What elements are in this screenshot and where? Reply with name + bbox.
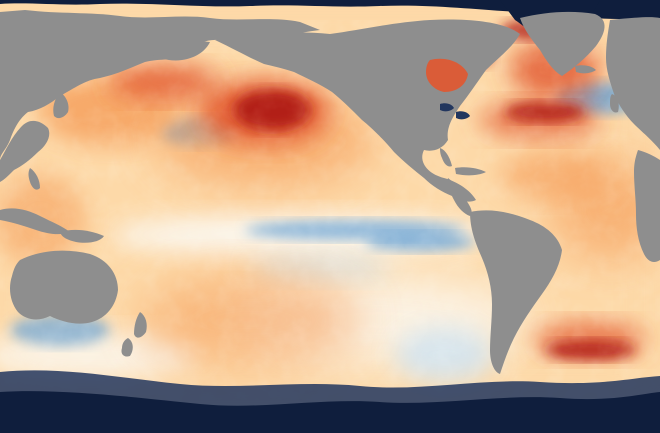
land-africa [634,150,660,262]
hudson-bay [426,58,468,92]
land-indonesia [0,208,70,235]
land-florida [440,148,452,167]
land-south-america [470,210,562,374]
great-lakes-east [456,111,470,120]
land-uk [610,94,619,113]
antarctic-ice [0,370,660,433]
land-iceland [575,65,596,74]
land-central-america [447,178,472,216]
land-caribbean [455,167,486,176]
land-australia [10,250,118,324]
land-philippines [28,168,40,190]
land-east-asia-coast [0,120,50,182]
land-new-zealand-south [121,338,133,357]
land-japan [53,92,69,119]
land-masses [0,10,660,374]
land-alaska [150,41,210,61]
land-greenland [520,11,605,77]
land-asia [0,10,320,160]
land-new-zealand [134,312,147,338]
land-new-guinea [60,229,104,243]
land-europe [606,17,660,151]
great-lakes [440,103,454,112]
